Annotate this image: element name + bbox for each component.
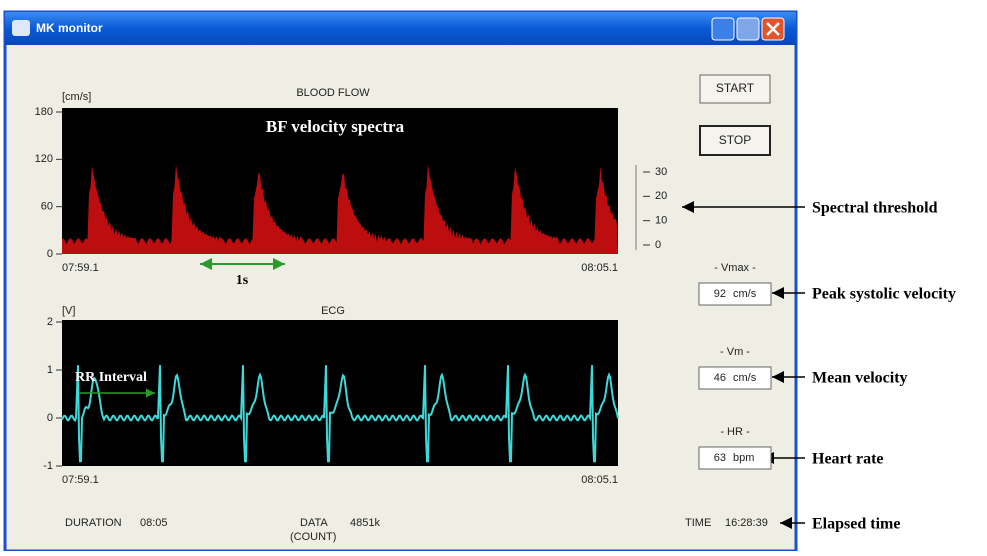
y-tick-label: 0 <box>47 248 53 260</box>
ecg-overlay: RR Interval <box>75 370 147 385</box>
readout-unit: bpm <box>733 452 754 464</box>
readout-label: - Vmax - <box>714 262 756 274</box>
bf-x-end: 08:05.1 <box>581 262 618 274</box>
duration-value: 08:05 <box>140 517 168 529</box>
start-label: START <box>716 81 755 95</box>
annotation: Spectral threshold <box>812 200 938 217</box>
start-button[interactable] <box>699 74 771 104</box>
data-label: DATA <box>300 517 328 529</box>
y-tick-label: 2 <box>47 316 53 328</box>
bf-x-start: 07:59.1 <box>62 262 99 274</box>
y-tick-label: 0 <box>47 412 53 424</box>
scale-label: 1s <box>236 273 249 288</box>
annotation: Heart rate <box>812 451 884 468</box>
threshold-tick-label: 30 <box>655 166 667 178</box>
title-bar <box>5 12 796 45</box>
readout-value: 92 <box>714 288 726 300</box>
readout-box <box>698 446 772 470</box>
annotations: Spectral threshold Peak systolic velocit… <box>682 200 956 533</box>
duration-label: DURATION <box>65 517 122 529</box>
minimize-button[interactable] <box>711 17 735 41</box>
bf-unit: [cm/s] <box>62 91 91 103</box>
annotation: Elapsed time <box>812 516 900 533</box>
window-title: MK monitor <box>36 21 103 35</box>
y-tick-label: 180 <box>35 106 53 118</box>
ecg-x-end: 08:05.1 <box>581 474 618 486</box>
readout-value: 63 <box>714 452 726 464</box>
ecg-trace <box>61 365 619 463</box>
bf-overlay: BF velocity spectra <box>266 117 405 136</box>
data-value: 4851k <box>350 517 380 529</box>
time-label: TIME <box>685 517 711 529</box>
readout-unit: cm/s <box>733 372 757 384</box>
threshold-tick-label: 0 <box>655 239 661 251</box>
ecg-x-start: 07:59.1 <box>62 474 99 486</box>
readout-label: - HR - <box>720 426 750 438</box>
readout-unit: cm/s <box>733 288 757 300</box>
app-icon <box>12 20 30 36</box>
data-sub-label: (COUNT) <box>290 531 336 543</box>
y-tick-label: 1 <box>47 364 53 376</box>
stop-label: STOP <box>719 133 751 147</box>
bf-title: BLOOD FLOW <box>296 87 370 99</box>
y-tick-label: 120 <box>35 153 53 165</box>
stop-button[interactable] <box>699 125 771 156</box>
maximize-button[interactable] <box>736 17 760 41</box>
spectrum-trace <box>62 164 618 254</box>
readout-value: 46 <box>714 372 726 384</box>
y-tick-label: -1 <box>43 460 53 472</box>
time-value: 16:28:39 <box>725 517 768 529</box>
annotation: Peak systolic velocity <box>812 286 956 303</box>
readout-box <box>698 282 772 306</box>
readout-label: - Vm - <box>720 346 750 358</box>
window <box>3 10 798 553</box>
readout-box <box>698 366 772 390</box>
ecg-title: ECG <box>321 305 345 317</box>
threshold-tick-label: 10 <box>655 215 667 227</box>
annotation: Mean velocity <box>812 370 908 387</box>
y-tick-label: 60 <box>41 201 53 213</box>
ecg-unit: [V] <box>62 305 75 317</box>
threshold-tick-label: 20 <box>655 190 667 202</box>
close-icon <box>766 22 780 36</box>
